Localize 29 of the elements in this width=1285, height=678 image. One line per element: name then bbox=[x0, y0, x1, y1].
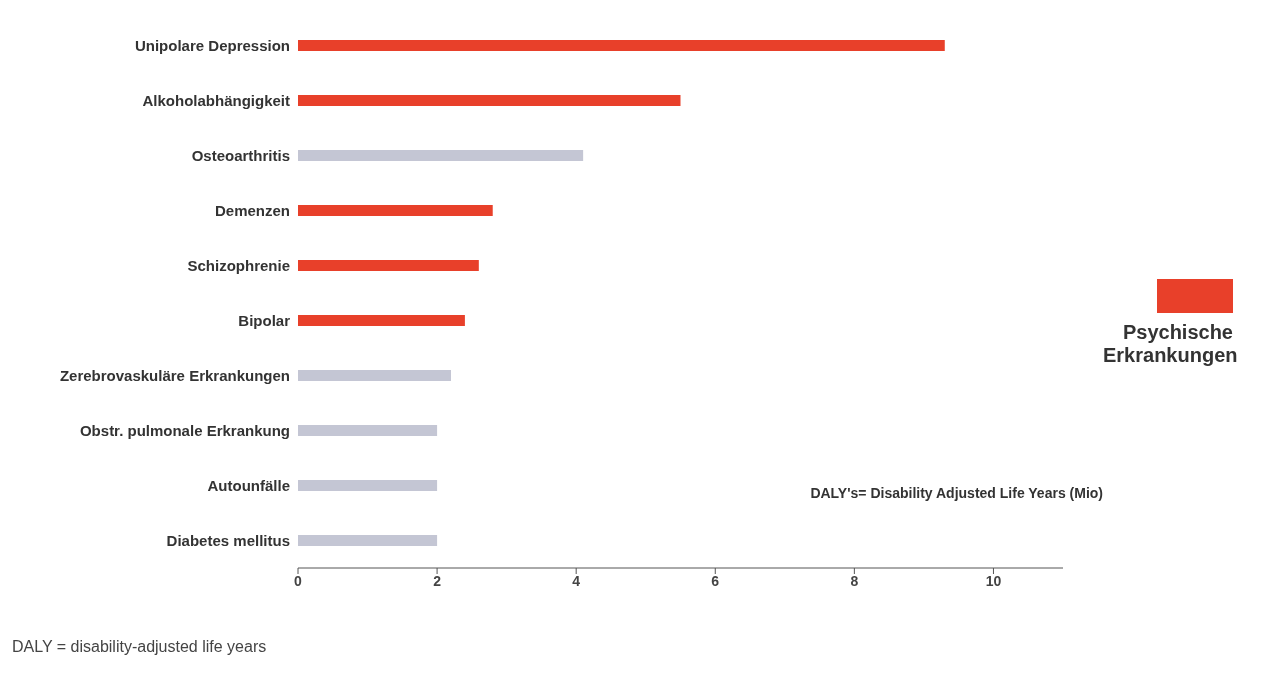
x-tick-label: 0 bbox=[294, 572, 303, 589]
x-tick-label: 10 bbox=[985, 572, 1002, 589]
x-tick-label: 6 bbox=[711, 572, 720, 589]
bar bbox=[298, 95, 681, 106]
y-tick-label: Diabetes mellitus bbox=[166, 531, 290, 549]
bar bbox=[298, 260, 479, 271]
bar bbox=[298, 425, 438, 436]
bar bbox=[298, 535, 438, 546]
y-tick-label: Unipolare Depression bbox=[134, 36, 290, 54]
bar bbox=[298, 205, 493, 216]
x-tick-label: 4 bbox=[572, 572, 581, 589]
y-tick-label: Bipolar bbox=[238, 311, 291, 329]
bar bbox=[298, 40, 945, 51]
bar bbox=[298, 315, 465, 326]
x-tick-label: 8 bbox=[850, 572, 859, 589]
y-tick-label: Obstr. pulmonale Erkrankung bbox=[79, 421, 290, 439]
bar bbox=[298, 370, 451, 381]
y-tick-label: Osteoarthritis bbox=[191, 146, 290, 164]
y-tick-label: Alkoholabhängigkeit bbox=[142, 91, 290, 109]
y-tick-label: Zerebrovaskuläre Erkrankungen bbox=[59, 366, 290, 384]
text: DALY = disability-adjusted life years bbox=[11, 638, 268, 656]
x-axis-title: DALY's= Disability Adjusted Life Years (Mio) bbox=[810, 484, 1103, 501]
y-tick-label: Schizophrenie bbox=[187, 256, 290, 274]
y-tick-label: Demenzen bbox=[214, 201, 290, 219]
legend-label: Psychische Erkrankungen bbox=[1103, 321, 1238, 367]
x-tick-label: 2 bbox=[433, 572, 442, 589]
bar bbox=[298, 150, 584, 161]
y-tick-label: Autounfälle bbox=[207, 476, 290, 494]
bar bbox=[298, 480, 438, 491]
